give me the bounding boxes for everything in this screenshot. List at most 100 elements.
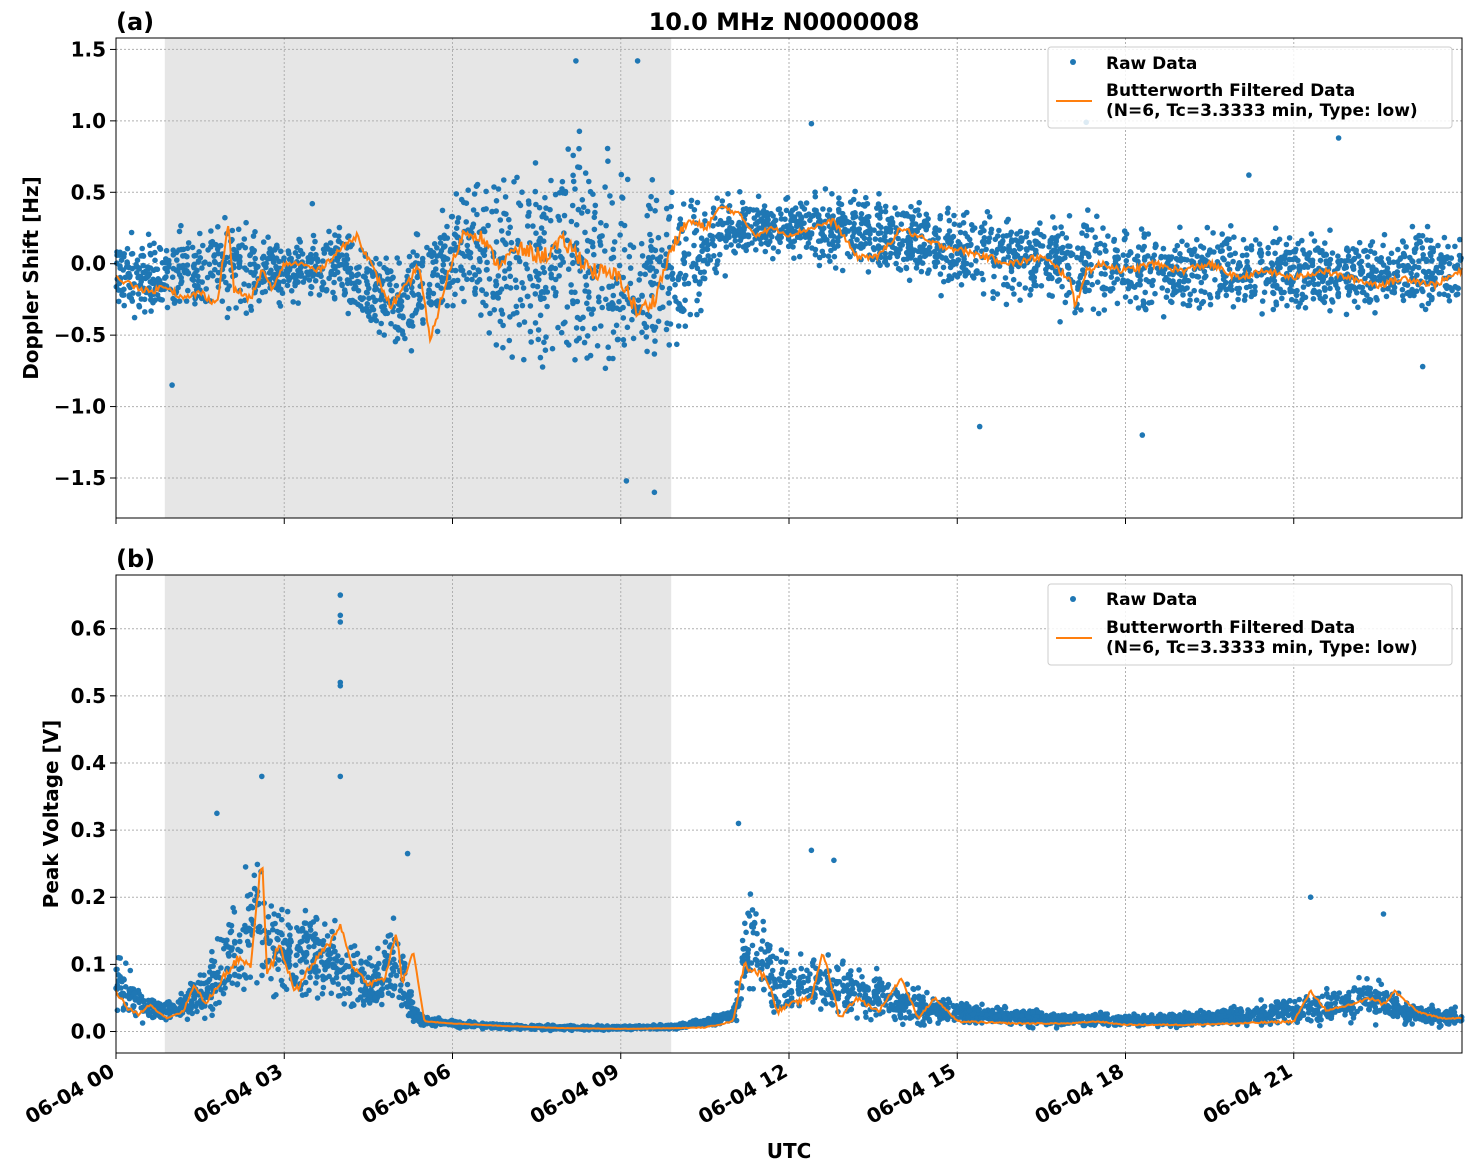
- raw-point: [668, 203, 674, 210]
- raw-point: [320, 258, 326, 264]
- raw-point: [1270, 238, 1277, 245]
- raw-point: [973, 257, 979, 264]
- raw-point: [1194, 273, 1200, 280]
- raw-point: [496, 289, 503, 296]
- raw-point: [758, 946, 764, 952]
- raw-point: [830, 238, 836, 245]
- raw-point: [149, 280, 156, 287]
- raw-point: [946, 228, 953, 234]
- raw-point: [502, 194, 509, 200]
- raw-point: [524, 293, 531, 300]
- raw-point: [129, 265, 136, 272]
- raw-point: [606, 283, 612, 290]
- raw-point: [420, 317, 426, 323]
- raw-point: [932, 226, 938, 232]
- raw-point: [735, 222, 741, 228]
- raw-point: [165, 264, 172, 271]
- raw-point: [544, 303, 550, 310]
- raw-point: [1152, 290, 1158, 297]
- raw-point: [139, 245, 145, 252]
- raw-point: [694, 265, 701, 272]
- raw-point: [474, 211, 480, 218]
- raw-point: [1075, 280, 1082, 286]
- raw-point: [350, 952, 357, 959]
- raw-point: [1199, 254, 1205, 261]
- raw-point: [1214, 259, 1221, 265]
- raw-point: [582, 170, 589, 176]
- raw-point: [1135, 258, 1141, 265]
- raw-point: [1043, 270, 1050, 277]
- raw-point: [515, 254, 522, 261]
- raw-point: [1217, 248, 1224, 255]
- raw-point: [142, 309, 148, 315]
- raw-point: [1429, 1020, 1435, 1026]
- raw-point: [1026, 239, 1032, 246]
- raw-point: [224, 314, 231, 321]
- raw-point: [1399, 293, 1406, 299]
- raw-point: [1017, 255, 1023, 262]
- raw-point: [973, 269, 979, 275]
- raw-point: [783, 207, 790, 214]
- raw-point: [318, 273, 324, 280]
- raw-point: [342, 990, 348, 997]
- raw-point: [266, 270, 273, 276]
- raw-point: [700, 275, 706, 281]
- raw-point: [1279, 295, 1285, 302]
- raw-point: [981, 220, 988, 226]
- raw-point: [437, 240, 444, 246]
- raw-point: [444, 302, 451, 309]
- raw-point: [1325, 280, 1331, 286]
- raw-point: [688, 203, 694, 209]
- raw-point: [882, 203, 889, 210]
- raw-point: [797, 200, 804, 207]
- raw-point: [147, 242, 153, 249]
- raw-point: [874, 205, 880, 211]
- raw-point: [480, 299, 486, 306]
- raw-point: [184, 1016, 191, 1023]
- raw-point: [1031, 282, 1037, 289]
- raw-point: [330, 289, 336, 296]
- raw-point: [1457, 236, 1463, 243]
- raw-point: [1369, 239, 1376, 245]
- raw-point: [514, 174, 520, 181]
- raw-point: [1030, 1025, 1036, 1031]
- raw-point: [521, 319, 528, 325]
- raw-point: [377, 296, 384, 303]
- raw-point: [297, 247, 304, 254]
- raw-point: [900, 238, 906, 244]
- raw-point: [761, 927, 767, 933]
- raw-point: [747, 206, 753, 213]
- raw-point: [1258, 997, 1264, 1003]
- raw-point: [376, 329, 383, 336]
- raw-point: [131, 314, 138, 321]
- raw-point: [163, 247, 170, 254]
- raw-point: [621, 222, 628, 229]
- raw-point: [1090, 306, 1097, 313]
- raw-point: [473, 183, 480, 189]
- raw-point: [364, 309, 371, 315]
- raw-point: [1075, 245, 1081, 251]
- raw-point: [1200, 298, 1207, 305]
- raw-point: [1259, 298, 1266, 304]
- raw-point: [1415, 264, 1422, 271]
- raw-point: [1317, 295, 1324, 302]
- raw-point: [251, 247, 257, 254]
- raw-point: [850, 225, 857, 231]
- raw-point: [185, 240, 192, 246]
- raw-point: [798, 213, 804, 220]
- raw-point: [1057, 319, 1063, 325]
- raw-point: [1133, 294, 1139, 301]
- raw-point: [154, 266, 161, 273]
- raw-point: [603, 222, 609, 229]
- raw-point: [912, 257, 919, 264]
- raw-point: [918, 247, 925, 254]
- raw-point: [336, 262, 342, 269]
- raw-point: [129, 250, 136, 257]
- raw-point: [425, 290, 432, 297]
- raw-point: [613, 322, 620, 329]
- raw-point: [341, 1001, 348, 1007]
- raw-point: [1350, 246, 1356, 252]
- raw-point: [743, 243, 749, 250]
- raw-point: [599, 233, 605, 239]
- raw-point: [1219, 231, 1225, 237]
